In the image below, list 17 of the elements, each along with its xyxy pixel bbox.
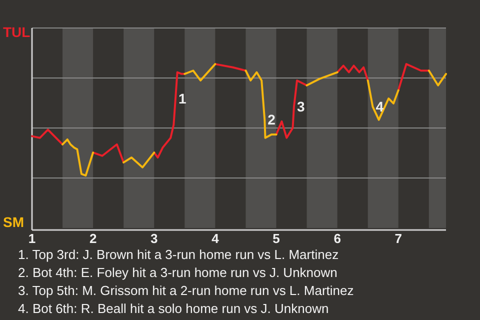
x-tick-label: 3 xyxy=(150,231,158,246)
text: SM xyxy=(3,214,24,230)
annotation: 4 xyxy=(376,98,384,115)
text: 1. Top 3rd: J. Brown hit a 3-run home run vs L. Martinez xyxy=(18,247,339,262)
text: TUL xyxy=(3,24,31,40)
annotation: 3 xyxy=(296,98,305,115)
x-tick-label: 7 xyxy=(394,231,402,246)
x-tick-label: 1 xyxy=(28,231,36,246)
x-tick-label: 4 xyxy=(212,231,220,246)
text: 3. Top 5th: M. Grissom hit a 2-run home run vs L. Martinez xyxy=(18,283,354,298)
annotation: 2 xyxy=(268,112,276,128)
x-tick-label: 2 xyxy=(89,231,97,246)
text: 4. Bot 6th: R. Beall hit a solo home run vs J. Unknown xyxy=(18,301,329,316)
annotation: 1 xyxy=(178,90,186,106)
x-tick-label: 6 xyxy=(334,231,341,246)
text: 2. Bot 4th: E. Foley hit a 3-run home run vs J. Unknown xyxy=(18,265,338,280)
x-tick-label: 5 xyxy=(272,231,280,246)
